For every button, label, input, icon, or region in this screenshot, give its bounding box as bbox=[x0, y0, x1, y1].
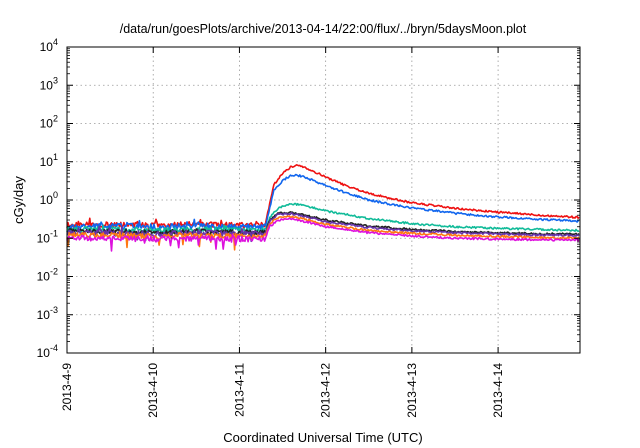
y-tick-label: 100 bbox=[40, 190, 58, 207]
series-line bbox=[66, 164, 580, 231]
x-tick-label: 2013-4-13 bbox=[405, 363, 419, 418]
y-tick-label: 102 bbox=[40, 114, 58, 131]
y-tick-label: 10-1 bbox=[37, 228, 58, 245]
y-tick-label: 10-3 bbox=[37, 305, 58, 322]
y-tick-label: 10-2 bbox=[37, 267, 58, 284]
x-tick-label: 2013-4-12 bbox=[319, 363, 333, 418]
y-axis-label: cGy/day bbox=[11, 176, 26, 224]
x-tick-label: 2013-4-11 bbox=[232, 363, 246, 417]
series-line bbox=[66, 217, 580, 252]
y-tick-label: 101 bbox=[40, 152, 58, 169]
series-line bbox=[66, 202, 580, 237]
series-layer bbox=[66, 164, 580, 252]
series-line bbox=[66, 173, 580, 233]
x-tick-label: 2013-4-10 bbox=[146, 363, 160, 418]
grid bbox=[67, 47, 580, 353]
series-line bbox=[66, 212, 580, 243]
y-tick-label: 103 bbox=[40, 75, 58, 92]
y-tick-label: 10-4 bbox=[37, 343, 58, 360]
x-axis-label: Coordinated Universal Time (UTC) bbox=[223, 430, 422, 445]
ticks: 10-4 10-3 10-2 10-1 100 101 102 103 104 2013-4-9 2… bbox=[37, 37, 580, 418]
series-line bbox=[66, 215, 580, 251]
x-tick-label: 2013-4-9 bbox=[60, 363, 74, 411]
x-tick-label: 2013-4-14 bbox=[491, 363, 505, 418]
chart-title: /data/run/goesPlots/archive/2013-04-14/2… bbox=[120, 22, 527, 36]
y-tick-label: 104 bbox=[40, 37, 58, 54]
